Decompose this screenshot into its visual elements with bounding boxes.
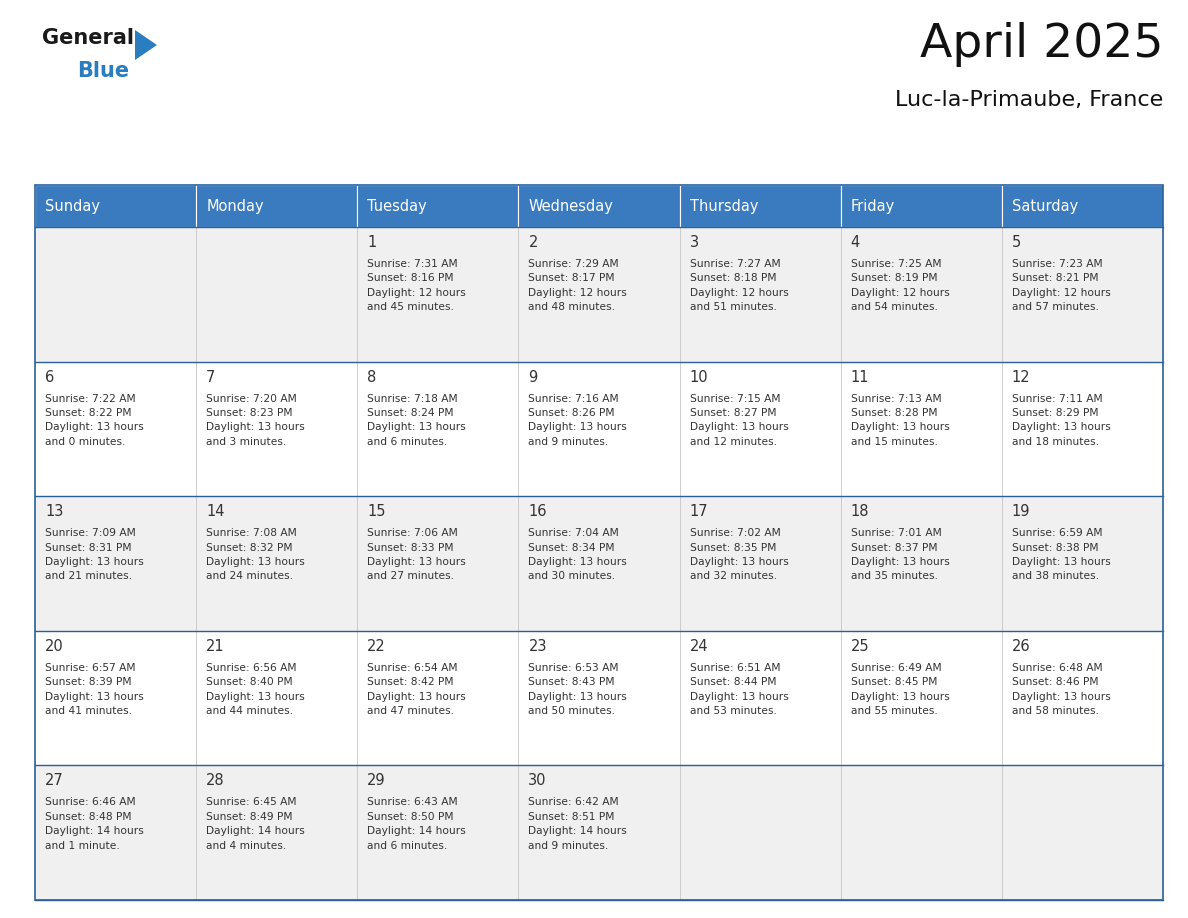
Text: 15: 15 bbox=[367, 504, 386, 520]
Text: Sunrise: 7:11 AM
Sunset: 8:29 PM
Daylight: 13 hours
and 18 minutes.: Sunrise: 7:11 AM Sunset: 8:29 PM Dayligh… bbox=[1012, 394, 1111, 447]
Text: Sunrise: 6:49 AM
Sunset: 8:45 PM
Daylight: 13 hours
and 55 minutes.: Sunrise: 6:49 AM Sunset: 8:45 PM Dayligh… bbox=[851, 663, 949, 716]
Text: Tuesday: Tuesday bbox=[367, 198, 426, 214]
Text: 12: 12 bbox=[1012, 370, 1030, 385]
Text: 29: 29 bbox=[367, 773, 386, 789]
Bar bbox=[1001, 185, 1163, 227]
Text: Sunrise: 7:09 AM
Sunset: 8:31 PM
Daylight: 13 hours
and 21 minutes.: Sunrise: 7:09 AM Sunset: 8:31 PM Dayligh… bbox=[45, 528, 144, 581]
Text: 22: 22 bbox=[367, 639, 386, 654]
Bar bbox=[34, 497, 1163, 631]
Text: Sunrise: 7:22 AM
Sunset: 8:22 PM
Daylight: 13 hours
and 0 minutes.: Sunrise: 7:22 AM Sunset: 8:22 PM Dayligh… bbox=[45, 394, 144, 447]
Text: 16: 16 bbox=[529, 504, 546, 520]
Bar bbox=[34, 185, 196, 227]
Text: 30: 30 bbox=[529, 773, 546, 789]
Text: 5: 5 bbox=[1012, 235, 1022, 250]
Text: Sunrise: 6:45 AM
Sunset: 8:49 PM
Daylight: 14 hours
and 4 minutes.: Sunrise: 6:45 AM Sunset: 8:49 PM Dayligh… bbox=[207, 798, 305, 851]
Text: 4: 4 bbox=[851, 235, 860, 250]
Bar bbox=[34, 185, 1163, 900]
Bar bbox=[34, 362, 1163, 497]
Text: 20: 20 bbox=[45, 639, 64, 654]
Text: April 2025: April 2025 bbox=[920, 22, 1163, 67]
Bar bbox=[34, 766, 1163, 900]
Text: Luc-la-Primaube, France: Luc-la-Primaube, France bbox=[895, 90, 1163, 110]
Text: 25: 25 bbox=[851, 639, 870, 654]
Text: 2: 2 bbox=[529, 235, 538, 250]
Text: Sunrise: 6:57 AM
Sunset: 8:39 PM
Daylight: 13 hours
and 41 minutes.: Sunrise: 6:57 AM Sunset: 8:39 PM Dayligh… bbox=[45, 663, 144, 716]
Bar bbox=[841, 185, 1001, 227]
Polygon shape bbox=[135, 30, 157, 60]
Text: Sunrise: 6:54 AM
Sunset: 8:42 PM
Daylight: 13 hours
and 47 minutes.: Sunrise: 6:54 AM Sunset: 8:42 PM Dayligh… bbox=[367, 663, 466, 716]
Text: General: General bbox=[42, 28, 134, 48]
Text: 7: 7 bbox=[207, 370, 215, 385]
Text: Sunrise: 7:13 AM
Sunset: 8:28 PM
Daylight: 13 hours
and 15 minutes.: Sunrise: 7:13 AM Sunset: 8:28 PM Dayligh… bbox=[851, 394, 949, 447]
Text: 8: 8 bbox=[367, 370, 377, 385]
Text: 19: 19 bbox=[1012, 504, 1030, 520]
Text: Sunrise: 7:23 AM
Sunset: 8:21 PM
Daylight: 12 hours
and 57 minutes.: Sunrise: 7:23 AM Sunset: 8:21 PM Dayligh… bbox=[1012, 259, 1111, 312]
Bar bbox=[34, 631, 1163, 766]
Bar bbox=[680, 185, 841, 227]
Text: 26: 26 bbox=[1012, 639, 1030, 654]
Text: 11: 11 bbox=[851, 370, 870, 385]
Text: 10: 10 bbox=[689, 370, 708, 385]
Bar bbox=[358, 185, 518, 227]
Text: 17: 17 bbox=[689, 504, 708, 520]
Text: 6: 6 bbox=[45, 370, 55, 385]
Text: Sunrise: 7:04 AM
Sunset: 8:34 PM
Daylight: 13 hours
and 30 minutes.: Sunrise: 7:04 AM Sunset: 8:34 PM Dayligh… bbox=[529, 528, 627, 581]
Text: 13: 13 bbox=[45, 504, 63, 520]
Text: 9: 9 bbox=[529, 370, 538, 385]
Text: Sunrise: 7:31 AM
Sunset: 8:16 PM
Daylight: 12 hours
and 45 minutes.: Sunrise: 7:31 AM Sunset: 8:16 PM Dayligh… bbox=[367, 259, 466, 312]
Text: Sunrise: 6:53 AM
Sunset: 8:43 PM
Daylight: 13 hours
and 50 minutes.: Sunrise: 6:53 AM Sunset: 8:43 PM Dayligh… bbox=[529, 663, 627, 716]
Bar bbox=[518, 185, 680, 227]
Text: Sunrise: 7:25 AM
Sunset: 8:19 PM
Daylight: 12 hours
and 54 minutes.: Sunrise: 7:25 AM Sunset: 8:19 PM Dayligh… bbox=[851, 259, 949, 312]
Text: Sunrise: 7:16 AM
Sunset: 8:26 PM
Daylight: 13 hours
and 9 minutes.: Sunrise: 7:16 AM Sunset: 8:26 PM Dayligh… bbox=[529, 394, 627, 447]
Bar bbox=[34, 227, 1163, 362]
Text: 1: 1 bbox=[367, 235, 377, 250]
Text: 24: 24 bbox=[689, 639, 708, 654]
Text: Sunrise: 7:18 AM
Sunset: 8:24 PM
Daylight: 13 hours
and 6 minutes.: Sunrise: 7:18 AM Sunset: 8:24 PM Dayligh… bbox=[367, 394, 466, 447]
Text: 23: 23 bbox=[529, 639, 546, 654]
Text: Sunrise: 6:56 AM
Sunset: 8:40 PM
Daylight: 13 hours
and 44 minutes.: Sunrise: 6:56 AM Sunset: 8:40 PM Dayligh… bbox=[207, 663, 305, 716]
Text: Sunrise: 7:15 AM
Sunset: 8:27 PM
Daylight: 13 hours
and 12 minutes.: Sunrise: 7:15 AM Sunset: 8:27 PM Dayligh… bbox=[689, 394, 789, 447]
Text: 14: 14 bbox=[207, 504, 225, 520]
Text: Wednesday: Wednesday bbox=[529, 198, 613, 214]
Bar bbox=[196, 185, 358, 227]
Text: 28: 28 bbox=[207, 773, 225, 789]
Text: Sunrise: 7:06 AM
Sunset: 8:33 PM
Daylight: 13 hours
and 27 minutes.: Sunrise: 7:06 AM Sunset: 8:33 PM Dayligh… bbox=[367, 528, 466, 581]
Text: Sunrise: 6:42 AM
Sunset: 8:51 PM
Daylight: 14 hours
and 9 minutes.: Sunrise: 6:42 AM Sunset: 8:51 PM Dayligh… bbox=[529, 798, 627, 851]
Text: Sunrise: 7:02 AM
Sunset: 8:35 PM
Daylight: 13 hours
and 32 minutes.: Sunrise: 7:02 AM Sunset: 8:35 PM Dayligh… bbox=[689, 528, 789, 581]
Text: 27: 27 bbox=[45, 773, 64, 789]
Text: Monday: Monday bbox=[207, 198, 264, 214]
Text: Sunrise: 6:43 AM
Sunset: 8:50 PM
Daylight: 14 hours
and 6 minutes.: Sunrise: 6:43 AM Sunset: 8:50 PM Dayligh… bbox=[367, 798, 466, 851]
Text: 21: 21 bbox=[207, 639, 225, 654]
Text: Sunrise: 6:59 AM
Sunset: 8:38 PM
Daylight: 13 hours
and 38 minutes.: Sunrise: 6:59 AM Sunset: 8:38 PM Dayligh… bbox=[1012, 528, 1111, 581]
Text: Blue: Blue bbox=[77, 61, 129, 81]
Text: Sunrise: 7:01 AM
Sunset: 8:37 PM
Daylight: 13 hours
and 35 minutes.: Sunrise: 7:01 AM Sunset: 8:37 PM Dayligh… bbox=[851, 528, 949, 581]
Text: Sunday: Sunday bbox=[45, 198, 100, 214]
Text: Sunrise: 6:46 AM
Sunset: 8:48 PM
Daylight: 14 hours
and 1 minute.: Sunrise: 6:46 AM Sunset: 8:48 PM Dayligh… bbox=[45, 798, 144, 851]
Text: Sunrise: 7:27 AM
Sunset: 8:18 PM
Daylight: 12 hours
and 51 minutes.: Sunrise: 7:27 AM Sunset: 8:18 PM Dayligh… bbox=[689, 259, 789, 312]
Text: Sunrise: 6:48 AM
Sunset: 8:46 PM
Daylight: 13 hours
and 58 minutes.: Sunrise: 6:48 AM Sunset: 8:46 PM Dayligh… bbox=[1012, 663, 1111, 716]
Text: Sunrise: 7:29 AM
Sunset: 8:17 PM
Daylight: 12 hours
and 48 minutes.: Sunrise: 7:29 AM Sunset: 8:17 PM Dayligh… bbox=[529, 259, 627, 312]
Text: 18: 18 bbox=[851, 504, 870, 520]
Text: Sunrise: 7:08 AM
Sunset: 8:32 PM
Daylight: 13 hours
and 24 minutes.: Sunrise: 7:08 AM Sunset: 8:32 PM Dayligh… bbox=[207, 528, 305, 581]
Text: Sunrise: 6:51 AM
Sunset: 8:44 PM
Daylight: 13 hours
and 53 minutes.: Sunrise: 6:51 AM Sunset: 8:44 PM Dayligh… bbox=[689, 663, 789, 716]
Text: Saturday: Saturday bbox=[1012, 198, 1078, 214]
Text: Sunrise: 7:20 AM
Sunset: 8:23 PM
Daylight: 13 hours
and 3 minutes.: Sunrise: 7:20 AM Sunset: 8:23 PM Dayligh… bbox=[207, 394, 305, 447]
Text: 3: 3 bbox=[689, 235, 699, 250]
Text: Friday: Friday bbox=[851, 198, 895, 214]
Text: Thursday: Thursday bbox=[689, 198, 758, 214]
